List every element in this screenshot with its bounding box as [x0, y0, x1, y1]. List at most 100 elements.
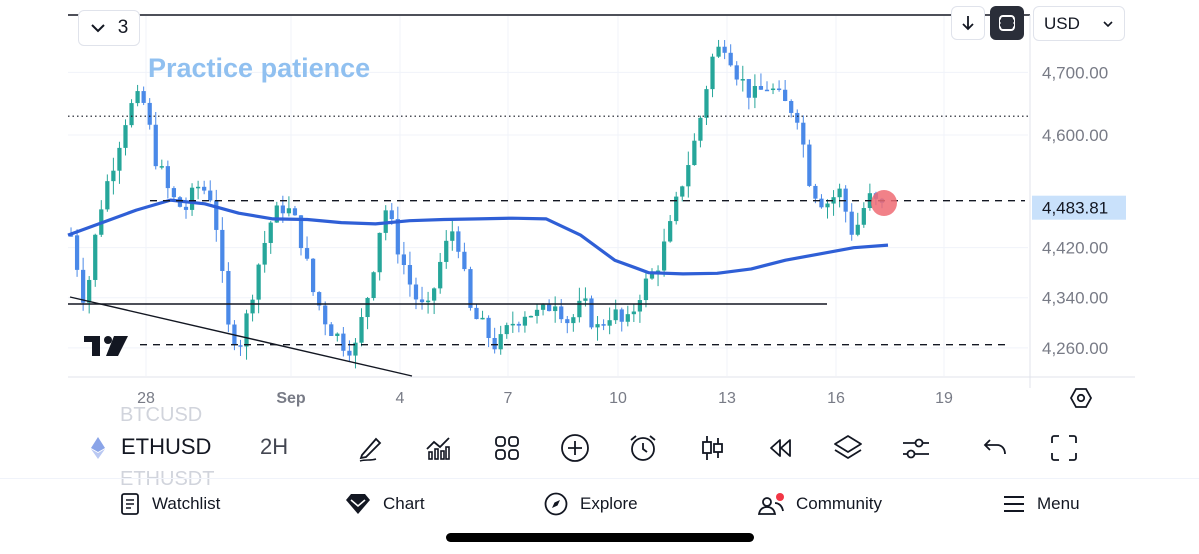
- candle-body: [607, 320, 612, 326]
- time-axis[interactable]: 28 Sep 4 7 10 13 16 19: [137, 390, 953, 407]
- currency-select[interactable]: USD: [1033, 6, 1125, 41]
- candle-body: [395, 219, 400, 255]
- candle-body: [680, 186, 685, 197]
- chart-area[interactable]: Practice patience 4,700.00 4,600.00 4,420.…: [0, 0, 1199, 420]
- candle-body: [141, 91, 146, 103]
- candle-body: [165, 166, 170, 189]
- undo-icon: [983, 439, 1006, 455]
- price-axis[interactable]: 4,700.00 4,600.00 4,420.00 4,340.00 4,260.00: [1042, 63, 1108, 357]
- alert-button[interactable]: [625, 430, 661, 466]
- interval-button[interactable]: 2H: [260, 434, 289, 459]
- nav-chart[interactable]: Chart: [345, 489, 425, 519]
- time-label: 13: [718, 390, 736, 407]
- hexagon-settings-icon: [1069, 388, 1093, 408]
- screen-mode-button[interactable]: [990, 6, 1024, 40]
- add-button[interactable]: [557, 430, 593, 466]
- candle-body: [589, 298, 594, 328]
- trend-line[interactable]: [69, 296, 413, 377]
- candle-body: [159, 166, 164, 168]
- candle-body: [81, 269, 86, 303]
- candle-body: [661, 241, 667, 271]
- candle-body: [831, 197, 836, 204]
- candle-body: [698, 117, 703, 141]
- candle-body: [419, 299, 425, 303]
- candle-body: [389, 210, 394, 220]
- arrow-down-icon: [962, 16, 974, 31]
- candle-body: [758, 86, 764, 90]
- candle-body: [516, 323, 521, 326]
- candle-body: [595, 324, 600, 328]
- indicators-collapse-button[interactable]: 3: [78, 10, 140, 46]
- candle-body: [776, 88, 782, 91]
- indicators-button[interactable]: [420, 430, 456, 466]
- candle-body: [450, 231, 455, 241]
- candle-body: [789, 101, 794, 113]
- candles: [68, 39, 885, 369]
- candle-body: [298, 215, 304, 249]
- grid-layout-icon: [495, 436, 519, 460]
- bottom-navigation: Watchlist Chart Explore Community Menu: [0, 478, 1199, 529]
- candle-body: [855, 224, 860, 235]
- sliders-icon: [903, 438, 929, 459]
- watermark-text: Practice patience: [148, 53, 370, 83]
- home-indicator: [446, 533, 754, 542]
- candle-body: [123, 125, 128, 148]
- layers-button[interactable]: [830, 430, 866, 466]
- candle-body: [474, 307, 479, 320]
- layout-button[interactable]: [489, 430, 525, 466]
- fullscreen-button[interactable]: [1046, 430, 1082, 466]
- candle-body: [183, 206, 189, 210]
- undo-button[interactable]: [977, 430, 1013, 466]
- candle-body: [801, 122, 806, 145]
- draw-tool-button[interactable]: [353, 430, 389, 466]
- candle-body: [716, 46, 721, 57]
- candle-body: [504, 325, 509, 335]
- symbol-name[interactable]: ETHUSD: [121, 434, 212, 459]
- candle-body: [68, 235, 74, 237]
- nav-explore[interactable]: Explore: [544, 489, 638, 519]
- nav-watchlist[interactable]: Watchlist: [120, 489, 220, 519]
- candle-body: [746, 79, 751, 98]
- nav-menu[interactable]: Menu: [1003, 489, 1080, 519]
- candle-body: [631, 311, 636, 315]
- candle-body: [728, 52, 733, 66]
- chevron-down-icon: [1103, 20, 1113, 27]
- nav-chart-label: Chart: [383, 494, 425, 513]
- nav-menu-label: Menu: [1037, 494, 1080, 513]
- indicators-icon: [426, 437, 450, 460]
- drawing-handle[interactable]: [871, 190, 897, 216]
- chart-type-button[interactable]: [694, 430, 730, 466]
- candle-body: [329, 324, 334, 336]
- price-label: 4,340.00: [1042, 289, 1108, 308]
- chart-grid: [68, 16, 1028, 376]
- candle-body: [238, 345, 243, 347]
- time-label: 10: [609, 390, 627, 407]
- candle-body: [401, 254, 406, 266]
- candle-body: [87, 279, 92, 303]
- candle-body: [262, 242, 267, 265]
- scroll-down-button[interactable]: [951, 6, 985, 40]
- replay-button[interactable]: [762, 430, 798, 466]
- candle-body: [770, 88, 776, 91]
- chart-settings-toolbar-button[interactable]: [898, 430, 934, 466]
- candle-body: [825, 203, 830, 208]
- candle-body: [668, 221, 673, 242]
- candle-body: [323, 305, 328, 325]
- candle-body: [456, 231, 461, 252]
- pen-icon: [359, 437, 382, 462]
- candle-body: [208, 190, 213, 201]
- candle-body: [510, 323, 515, 326]
- candle-body: [310, 258, 316, 293]
- candle-body: [710, 56, 715, 90]
- candle-body: [613, 309, 618, 321]
- compass-icon: [544, 492, 568, 516]
- candle-body: [407, 265, 413, 285]
- chart-settings-button[interactable]: [1066, 384, 1096, 412]
- nav-community[interactable]: Community: [758, 489, 882, 519]
- candle-body: [559, 306, 564, 320]
- price-chart[interactable]: Practice patience 4,700.00 4,600.00 4,420.…: [0, 0, 1199, 420]
- candle-body: [280, 205, 285, 214]
- candle-body: [304, 248, 310, 259]
- price-label: 4,700.00: [1042, 63, 1108, 82]
- candle-body: [752, 86, 758, 98]
